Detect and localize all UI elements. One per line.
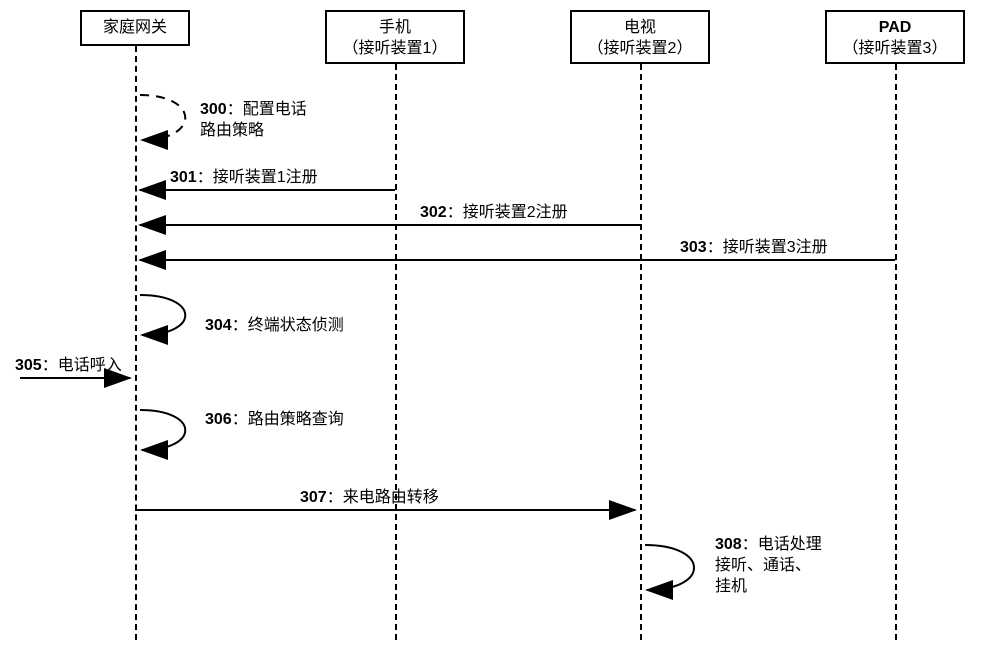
- msg-303-label: 303：接听装置3注册: [680, 238, 828, 259]
- msg-301-label: 301：接听装置1注册: [170, 168, 318, 189]
- msg-num: 308: [715, 536, 742, 553]
- msg-304-label: 304：终端状态侦测: [205, 316, 344, 337]
- msg-text: 接听装置3注册: [723, 239, 828, 256]
- msg-text: 来电路由转移: [343, 489, 439, 506]
- participant-tv: 电视 （接听装置2）: [570, 10, 710, 64]
- msg-text3: 挂机: [715, 578, 747, 595]
- msg-text: 路由策略查询: [248, 411, 344, 428]
- participant-subtitle: （接听装置2）: [588, 40, 693, 57]
- msg-300-arrow: [140, 95, 185, 140]
- msg-307-label: 307：来电路由转移: [300, 488, 439, 509]
- msg-num: 304: [205, 317, 232, 334]
- lifeline-tv: [640, 64, 642, 640]
- msg-num: 301: [170, 169, 197, 186]
- participant-title: PAD: [879, 19, 912, 36]
- msg-302-label: 302：接听装置2注册: [420, 203, 568, 224]
- msg-306-label: 306：路由策略查询: [205, 410, 344, 431]
- msg-text: 电话处理: [758, 536, 822, 553]
- msg-text: 配置电话: [243, 101, 307, 118]
- diagram-overlay: [0, 0, 1000, 647]
- participant-pad: PAD （接听装置3）: [825, 10, 965, 64]
- msg-text: 接听装置2注册: [463, 204, 568, 221]
- participant-title: 家庭网关: [103, 19, 167, 36]
- participant-subtitle: （接听装置3）: [843, 40, 948, 57]
- participant-gateway: 家庭网关: [80, 10, 190, 46]
- msg-num: 307: [300, 489, 327, 506]
- msg-text: 终端状态侦测: [248, 317, 344, 334]
- msg-308-arrow: [645, 545, 694, 590]
- msg-308-label: 308：电话处理 接听、通话、 挂机: [715, 535, 822, 597]
- participant-subtitle: （接听装置1）: [343, 40, 448, 57]
- msg-text2: 路由策略: [200, 122, 264, 139]
- msg-306-arrow: [140, 410, 185, 450]
- msg-num: 302: [420, 204, 447, 221]
- msg-304-arrow: [140, 295, 185, 335]
- msg-300-label: 300：配置电话 路由策略: [200, 100, 307, 142]
- msg-text2: 接听、通话、: [715, 557, 811, 574]
- participant-title: 手机: [379, 19, 411, 36]
- participant-title: 电视: [624, 19, 656, 36]
- msg-text: 接听装置1注册: [213, 169, 318, 186]
- lifeline-pad: [895, 64, 897, 640]
- msg-num: 305: [15, 357, 42, 374]
- msg-num: 306: [205, 411, 232, 428]
- msg-num: 300: [200, 101, 227, 118]
- msg-text: 电话呼入: [58, 357, 122, 374]
- lifeline-phone: [395, 64, 397, 640]
- msg-num: 303: [680, 239, 707, 256]
- participant-phone: 手机 （接听装置1）: [325, 10, 465, 64]
- msg-305-label: 305：电话呼入: [15, 356, 122, 377]
- lifeline-gateway: [135, 46, 137, 640]
